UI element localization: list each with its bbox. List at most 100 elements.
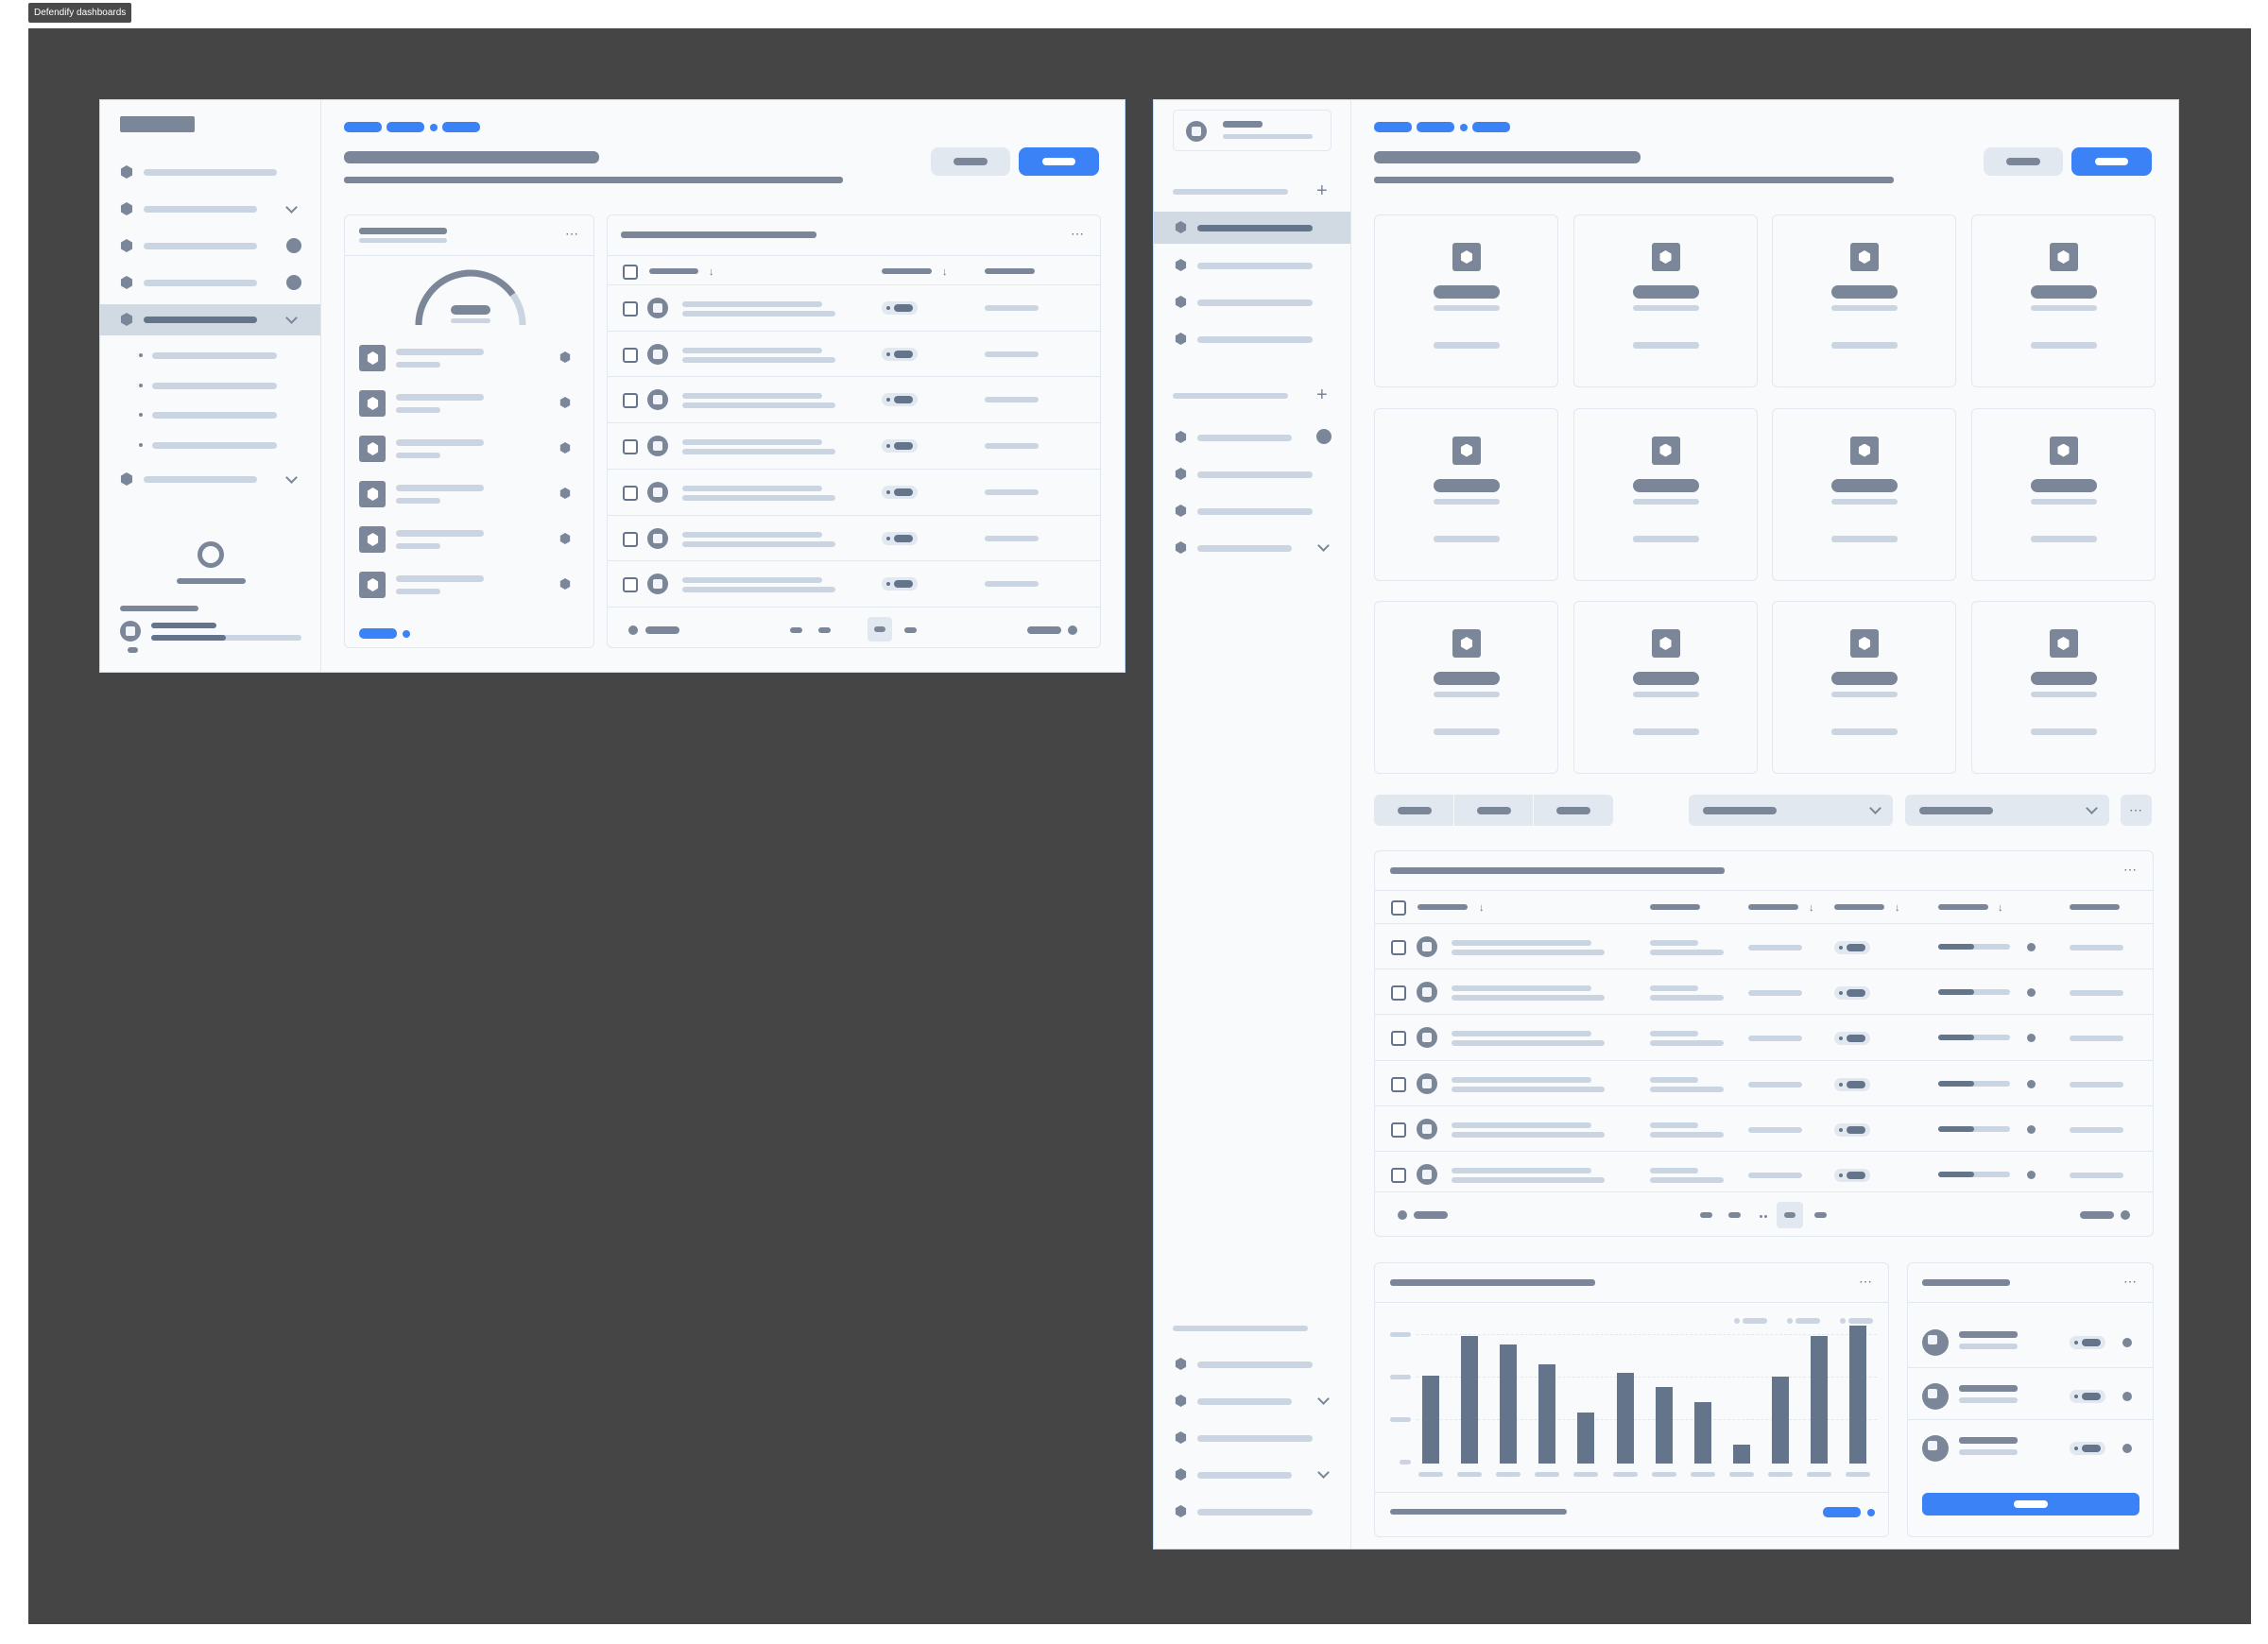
table-row[interactable] [608,284,1100,331]
page-number[interactable] [1814,1212,1827,1218]
breadcrumb-item[interactable] [1472,122,1510,132]
more-options-icon[interactable]: ⋯ [2123,862,2138,877]
prev-label[interactable] [645,626,679,634]
row-checkbox[interactable] [1391,1076,1406,1092]
row-checkbox[interactable] [623,485,638,501]
table-row[interactable] [608,422,1100,469]
page-number[interactable] [1728,1212,1741,1218]
column-header[interactable] [1650,904,1700,910]
stat-tile[interactable] [1970,601,2156,774]
row-checkbox[interactable] [1391,1031,1406,1047]
table-row[interactable] [1375,1059,2153,1106]
stat-tile[interactable] [1374,601,1558,774]
stat-tile[interactable] [1970,407,2156,581]
breadcrumb-item[interactable] [387,122,424,132]
column-header[interactable] [1834,904,1884,910]
more-options-icon[interactable]: ⋯ [1859,1274,1873,1289]
more-options-icon[interactable]: ⋯ [1071,226,1085,241]
tab[interactable] [1374,795,1454,826]
row-checkbox[interactable] [1391,985,1406,1002]
sort-arrow-icon[interactable]: ↓ [1809,902,1814,914]
column-header[interactable] [649,268,698,274]
prev-label[interactable] [1414,1211,1448,1219]
row-checkbox[interactable] [623,439,638,455]
table-row[interactable] [1375,923,2153,969]
tab[interactable] [1453,795,1534,826]
table-row[interactable] [1375,1151,2153,1197]
next-icon[interactable] [1068,625,1077,635]
sort-arrow-icon[interactable]: ↓ [1479,902,1485,914]
primary-button[interactable] [2071,147,2152,176]
page-number-current[interactable] [868,617,892,642]
table-row[interactable] [608,514,1100,561]
sort-arrow-icon[interactable]: ↓ [709,266,714,278]
sidebar-item-active[interactable] [1154,212,1350,244]
column-header[interactable] [985,268,1035,274]
view-report-link[interactable] [1823,1507,1861,1517]
list-item[interactable] [345,526,593,564]
list-item[interactable] [345,345,593,383]
column-header[interactable] [882,268,932,274]
more-options-icon[interactable]: ⋯ [2123,1274,2138,1289]
row-checkbox[interactable] [1391,1122,1406,1138]
secondary-button[interactable] [931,147,1010,176]
stat-tile[interactable] [1572,407,1758,581]
table-row[interactable] [608,560,1100,607]
sort-arrow-icon[interactable]: ↓ [1998,902,2003,914]
view-all-button[interactable] [1922,1493,2139,1516]
canvas-tab[interactable]: Defendify dashboards [28,3,132,23]
add-icon[interactable]: + [1316,385,1328,405]
tab[interactable] [1533,795,1613,826]
stat-tile[interactable] [1572,214,1758,387]
select-all-checkbox[interactable] [623,265,638,280]
workspace-switcher[interactable] [1173,110,1332,151]
page-number[interactable] [818,627,831,633]
list-item[interactable] [1908,1314,2153,1366]
stat-tile[interactable] [1374,214,1558,387]
page-number[interactable] [904,627,917,633]
breadcrumb-item[interactable] [1417,122,1454,132]
view-all-link[interactable] [359,628,397,639]
row-checkbox[interactable] [623,393,638,409]
prev-icon[interactable] [1398,1210,1407,1220]
row-checkbox[interactable] [623,577,638,593]
list-item[interactable] [345,572,593,609]
column-header[interactable] [1938,904,1988,910]
page-number-current[interactable] [1777,1202,1803,1228]
row-checkbox[interactable] [1391,1168,1406,1183]
sidebar-item-active[interactable] [100,304,320,335]
table-row[interactable] [1375,1014,2153,1060]
table-row[interactable] [608,330,1100,377]
next-label[interactable] [1027,626,1061,634]
filter-select[interactable] [1689,795,1893,826]
stat-tile[interactable] [1374,407,1558,581]
more-options-icon[interactable]: ⋯ [565,226,579,241]
stat-tile[interactable] [1572,601,1758,774]
filter-select[interactable] [1905,795,2109,826]
prev-icon[interactable] [628,625,638,635]
stat-tile[interactable] [1772,601,1956,774]
breadcrumb-item[interactable] [1374,122,1412,132]
breadcrumb-item[interactable] [442,122,480,132]
page-number[interactable] [1700,1212,1712,1218]
list-item[interactable] [1908,1366,2153,1420]
secondary-button[interactable] [1984,147,2063,176]
table-row[interactable] [608,376,1100,422]
stat-tile[interactable] [1970,214,2156,387]
stat-tile[interactable] [1772,214,1956,387]
sort-arrow-icon[interactable]: ↓ [1895,902,1900,914]
more-options-button[interactable]: ⋯ [2121,795,2152,826]
row-checkbox[interactable] [623,301,638,317]
column-header[interactable] [1418,904,1468,910]
breadcrumb-item[interactable] [344,122,382,132]
list-item[interactable] [345,436,593,473]
list-item[interactable] [345,481,593,519]
row-checkbox[interactable] [1391,940,1406,955]
column-header[interactable] [1748,904,1798,910]
primary-button[interactable] [1019,147,1099,176]
list-item[interactable] [345,390,593,428]
row-checkbox[interactable] [623,347,638,363]
table-row[interactable] [608,468,1100,515]
column-header[interactable] [2070,904,2120,910]
table-row[interactable] [1375,968,2153,1015]
